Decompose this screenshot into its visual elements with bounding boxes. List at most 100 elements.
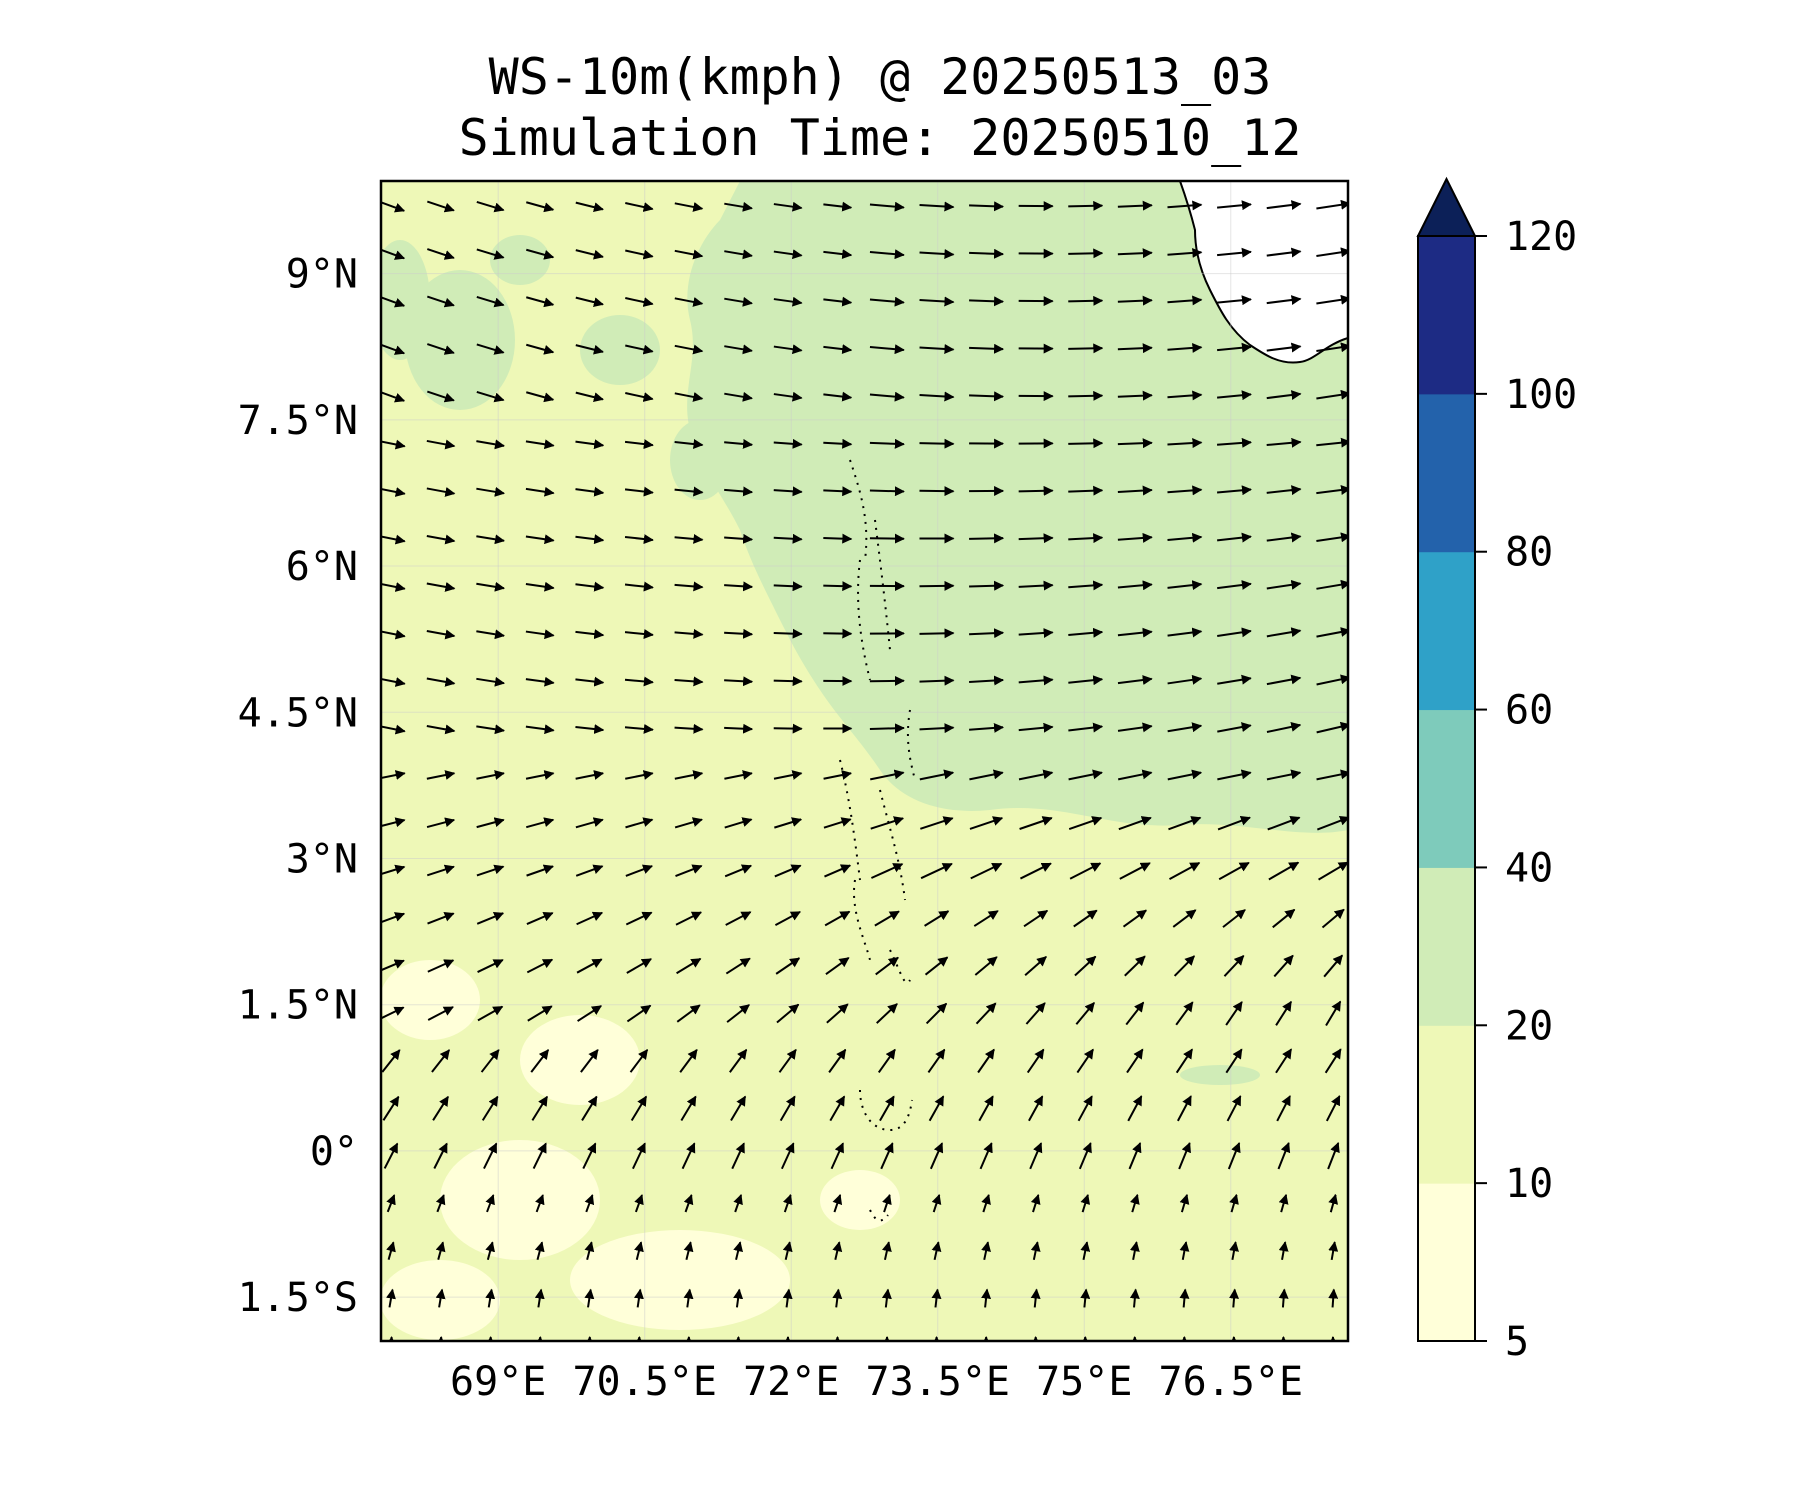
wind-vector-arrow bbox=[1117, 438, 1153, 449]
wind-vector-arrow bbox=[674, 297, 704, 307]
wind-vector-arrow bbox=[1316, 389, 1348, 400]
wind-vector-arrow bbox=[730, 1095, 747, 1122]
wind-vector-arrow bbox=[476, 911, 505, 925]
wind-vector-arrow bbox=[476, 770, 505, 780]
wind-vector-arrow bbox=[731, 1142, 745, 1170]
wind-vector-arrow bbox=[725, 911, 752, 926]
map-frame bbox=[379, 179, 1350, 1343]
wind-vector-arrow bbox=[625, 770, 654, 780]
wind-vector-arrow bbox=[633, 1336, 644, 1341]
wind-vector-arrow bbox=[1217, 295, 1252, 306]
wind-vector-arrow bbox=[526, 864, 554, 877]
wind-vector-arrow bbox=[485, 1288, 496, 1308]
wind-vector-arrow bbox=[1316, 532, 1348, 543]
wind-vector-arrow bbox=[919, 675, 955, 686]
wind-vector-arrow bbox=[476, 343, 505, 355]
wind-vector-arrow bbox=[674, 202, 704, 212]
wind-vector-arrow bbox=[575, 391, 604, 403]
wind-vector-arrow bbox=[1117, 722, 1153, 733]
wind-vector-arrow bbox=[580, 1049, 599, 1073]
wind-vector-arrow bbox=[477, 1005, 504, 1022]
wind-vector-arrow bbox=[674, 676, 704, 687]
wind-vector-arrow bbox=[823, 391, 853, 402]
colorbar-frame bbox=[1417, 235, 1476, 1342]
wind-vector-arrow bbox=[679, 1048, 698, 1073]
wind-vector-arrow bbox=[882, 1194, 892, 1213]
wind-vector-arrow bbox=[525, 581, 555, 592]
wind-vector-arrow bbox=[869, 438, 905, 449]
wind-vector-arrow bbox=[1217, 722, 1252, 733]
wind-vector-arrow bbox=[1167, 769, 1203, 781]
wind-vector-arrow bbox=[1068, 580, 1104, 591]
wind-vector-arrow bbox=[1177, 1095, 1192, 1122]
wind-vector-arrow bbox=[1030, 1193, 1041, 1213]
wind-vector-arrow bbox=[1117, 580, 1153, 591]
wind-vector-arrow bbox=[1080, 1288, 1091, 1308]
wind-vector-arrow bbox=[1179, 1241, 1190, 1261]
wind-vector-arrow bbox=[1167, 485, 1203, 496]
wind-vector-arrow bbox=[773, 628, 803, 639]
wind-vector-arrow bbox=[1328, 1241, 1339, 1261]
wind-vector-arrow bbox=[773, 533, 803, 544]
wind-vector-arrow bbox=[584, 1194, 595, 1213]
wind-field-20-40 bbox=[381, 181, 1348, 1085]
wind-vector-arrow bbox=[632, 1142, 646, 1170]
wind-vector-arrow bbox=[1018, 485, 1054, 496]
wind-vector-arrow bbox=[1124, 955, 1146, 977]
wind-vector-arrow bbox=[823, 581, 853, 592]
colorbar-segment bbox=[1418, 1025, 1475, 1184]
wind-vector-arrow bbox=[625, 817, 654, 829]
wind-vector-arrow bbox=[674, 439, 704, 449]
wind-vector-arrow bbox=[823, 438, 853, 449]
wind-vector-arrow bbox=[426, 343, 455, 355]
wind-vector-arrow bbox=[435, 1241, 446, 1260]
wind-vector-arrow bbox=[576, 911, 604, 926]
wind-vector-arrow bbox=[1272, 908, 1296, 929]
wind-vector-arrow bbox=[823, 296, 853, 307]
wind-vector-arrow bbox=[1167, 532, 1203, 543]
colorbar-segment bbox=[1418, 236, 1475, 395]
wind-vector-arrow bbox=[535, 1194, 545, 1213]
wind-vector-arrow bbox=[1266, 200, 1302, 210]
wind-vector-arrow bbox=[575, 486, 605, 497]
wind-vector-arrow bbox=[1321, 908, 1345, 929]
wind-vector-arrow bbox=[624, 534, 654, 545]
wind-vector-arrow bbox=[969, 722, 1005, 733]
wind-vector-arrow bbox=[381, 1049, 401, 1073]
wind-vector-arrow bbox=[624, 629, 654, 639]
wind-vector-arrow bbox=[773, 296, 803, 307]
wind-vector-arrow bbox=[1278, 1288, 1289, 1308]
wind-vector-arrow bbox=[869, 201, 905, 212]
wind-vector-arrow bbox=[485, 1194, 495, 1213]
wind-vector-arrow bbox=[869, 533, 905, 544]
wind-vector-arrow bbox=[969, 675, 1005, 686]
wind-vector-arrow bbox=[1068, 438, 1104, 449]
wind-vector-arrow bbox=[1266, 674, 1302, 686]
wind-vector-arrow bbox=[969, 769, 1004, 781]
wind-vector-arrow bbox=[1168, 816, 1202, 831]
wind-vector-arrow bbox=[1223, 955, 1245, 977]
wind-vector-arrow bbox=[674, 723, 704, 734]
wind-vector-arrow bbox=[823, 817, 852, 829]
lon-tick-label: 76.5°E bbox=[1159, 1359, 1304, 1405]
wind-vector-arrow bbox=[630, 1095, 648, 1121]
wind-vector-arrow bbox=[1117, 532, 1153, 543]
wind-vector-arrow bbox=[870, 816, 905, 830]
wind-vector-arrow bbox=[978, 1095, 994, 1122]
wind-vector-arrow bbox=[1276, 1095, 1291, 1122]
wind-vector-arrow bbox=[1225, 1048, 1243, 1074]
wind-vector-arrow bbox=[1275, 1048, 1293, 1074]
wind-vector-arrow bbox=[824, 910, 851, 927]
wind-vector-arrow bbox=[1316, 674, 1348, 686]
wind-vector-arrow bbox=[876, 1003, 898, 1024]
wind-vector-arrow bbox=[1068, 343, 1104, 354]
wind-vector-arrow bbox=[1277, 1142, 1291, 1170]
wind-vector-arrow bbox=[733, 1336, 744, 1341]
wind-vector-arrow bbox=[724, 438, 754, 449]
wind-vector-arrow bbox=[576, 958, 603, 974]
map-title-line1: WS-10m(kmph) @ 20250513_03 bbox=[488, 48, 1272, 106]
wind-vector-arrow bbox=[534, 1241, 545, 1260]
wind-vector-arrow bbox=[724, 581, 754, 592]
wind-vector-arrow bbox=[1118, 816, 1152, 831]
wind-vector-arrow bbox=[426, 724, 456, 735]
